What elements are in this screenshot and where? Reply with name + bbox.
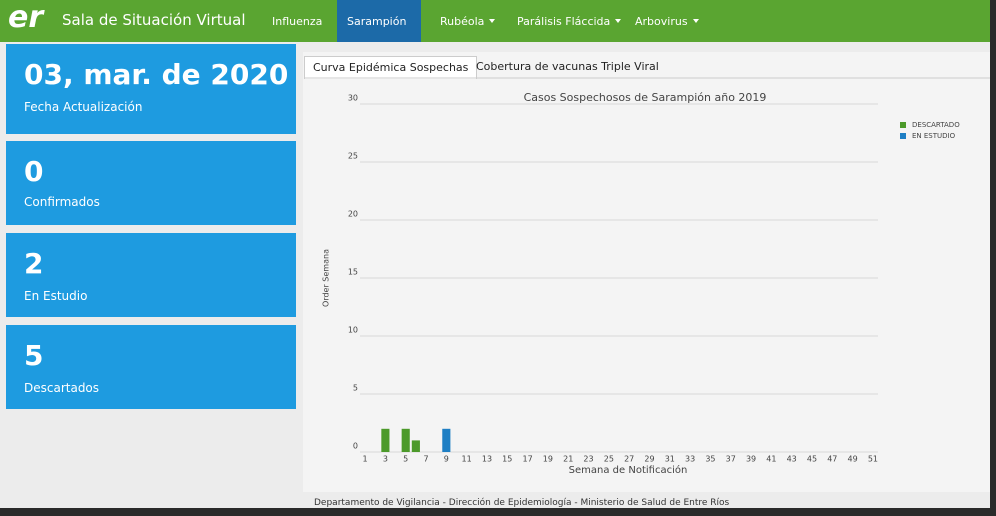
tab[interactable]: Curva Epidémica Sospechas (304, 56, 478, 79)
x-tick-label: 11 (462, 455, 472, 464)
x-tick-label: 29 (644, 455, 654, 464)
x-tick-label: 35 (705, 455, 715, 464)
x-tick-label: 37 (726, 455, 736, 464)
x-tick-label: 45 (807, 455, 817, 464)
stat-card: 5 Descartados (6, 325, 296, 409)
nav-item[interactable]: Parálisis Fláccida (507, 0, 631, 42)
stat-card: 0 Confirmados (6, 141, 296, 225)
x-axis-title: Semana de Notificación (569, 464, 688, 476)
x-tick-label: 39 (746, 455, 756, 464)
y-tick-label: 0 (353, 442, 358, 451)
x-tick-label: 25 (604, 455, 614, 464)
x-tick-label: 27 (624, 455, 634, 464)
x-tick-label: 33 (685, 455, 695, 464)
nav-item[interactable]: Rubéola (430, 0, 505, 42)
legend-label: DESCARTADO (912, 121, 960, 129)
card-label: Fecha Actualización (24, 100, 143, 114)
y-tick-label: 20 (348, 210, 358, 219)
footer: Departamento de Vigilancia - Dirección d… (314, 498, 730, 508)
chart: Casos Sospechosos de Sarampión año 2019 0… (304, 77, 990, 476)
y-axis-title: Order Semana (322, 249, 331, 307)
nav-label: Sarampión (347, 15, 407, 28)
logo: er (8, 0, 44, 35)
card-label: Confirmados (24, 195, 100, 209)
x-tick-label: 49 (848, 455, 858, 464)
y-tick-label: 15 (348, 268, 358, 277)
x-tick-label: 43 (787, 455, 797, 464)
content-panel (303, 52, 990, 492)
card-value: 0 (24, 155, 44, 188)
y-tick-label: 5 (353, 384, 358, 393)
legend-swatch (900, 133, 906, 139)
stat-card: 03, mar. de 2020 Fecha Actualización (6, 44, 296, 134)
nav-item[interactable]: Influenza (272, 15, 323, 28)
x-tick-label: 5 (403, 455, 408, 464)
bar (381, 428, 390, 452)
card-value: 5 (24, 339, 44, 372)
nav-item[interactable]: Sarampión (337, 0, 421, 42)
bar (411, 440, 420, 452)
x-tick-label: 3 (383, 455, 388, 464)
y-tick-label: 10 (348, 326, 358, 335)
x-tick-label: 17 (522, 455, 532, 464)
x-tick-label: 41 (766, 455, 776, 464)
x-tick-label: 19 (543, 455, 553, 464)
nav-item[interactable]: Arbovirus (625, 0, 709, 42)
x-tick-label: 9 (444, 455, 449, 464)
x-tick-label: 31 (665, 455, 675, 464)
x-tick-label: 51 (868, 455, 878, 464)
card-label: Descartados (24, 381, 100, 395)
x-tick-label: 21 (563, 455, 573, 464)
legend-swatch (900, 122, 906, 128)
legend-label: EN ESTUDIO (912, 132, 956, 140)
stat-card: 2 En Estudio (6, 233, 296, 317)
card-value: 03, mar. de 2020 (24, 58, 289, 91)
card-label: En Estudio (24, 289, 88, 303)
bar (401, 428, 410, 452)
x-tick-label: 23 (583, 455, 593, 464)
nav-label: Rubéola (440, 15, 485, 28)
nav-label: Parálisis Fláccida (517, 15, 611, 28)
x-tick-label: 1 (363, 455, 368, 464)
app-title: Sala de Situación Virtual (62, 11, 246, 29)
x-tick-label: 13 (482, 455, 492, 464)
bar (442, 428, 451, 452)
page: er Sala de Situación Virtual Influenza S… (0, 0, 990, 508)
x-tick-label: 47 (827, 455, 837, 464)
chart-title: Casos Sospechosos de Sarampión año 2019 (524, 91, 767, 104)
x-tick-label: 7 (423, 455, 428, 464)
tab[interactable]: Cobertura de vacunas Triple Viral (476, 60, 659, 73)
x-tick-label: 15 (502, 455, 512, 464)
y-tick-label: 30 (348, 94, 358, 103)
card-value: 2 (24, 247, 44, 280)
navbar: er Sala de Situación Virtual Influenza S… (0, 0, 990, 42)
y-tick-label: 25 (348, 152, 358, 161)
nav-label: Arbovirus (635, 15, 688, 28)
